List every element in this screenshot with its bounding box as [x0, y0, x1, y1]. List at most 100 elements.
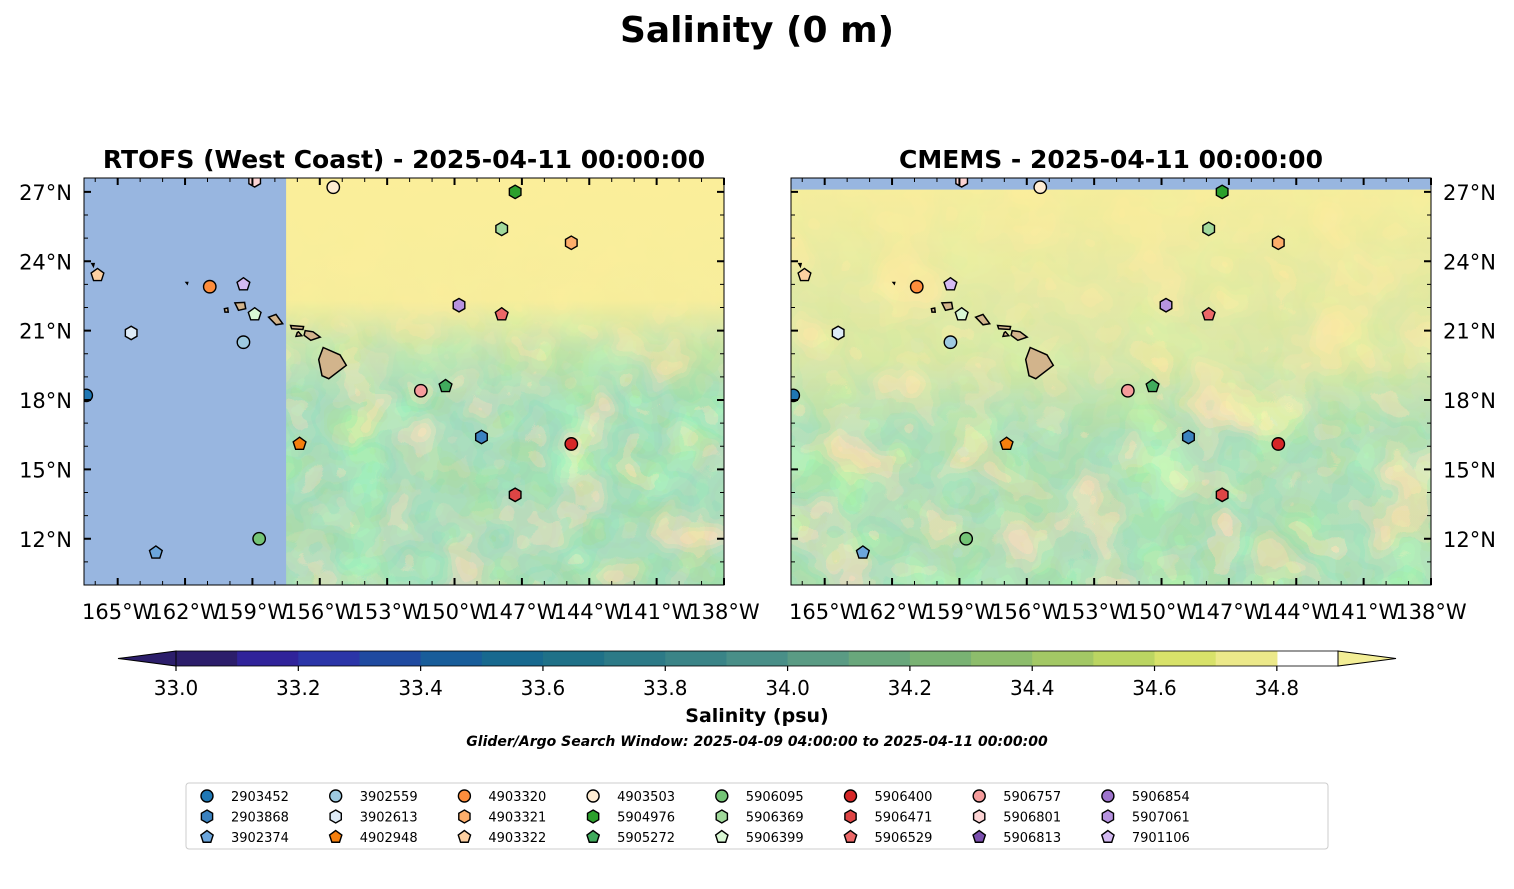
float-marker-5906471: [1215, 487, 1229, 503]
legend-marker-2903868: [200, 809, 214, 824]
colorbar-bin: [237, 651, 299, 666]
float-marker-5906400: [564, 437, 579, 451]
y-tick-label: 21°N: [19, 320, 72, 344]
float-marker-4902948: [292, 436, 307, 451]
cmems-float-markers: [791, 178, 1286, 559]
x-tick-label: 156°W: [284, 600, 356, 624]
colorbar-bin: [1215, 651, 1278, 666]
float-marker-5905272: [1145, 378, 1160, 393]
island-outline: [797, 262, 803, 269]
island-outline: [1010, 329, 1029, 342]
colorbar-bin: [971, 651, 1033, 666]
island-outline: [233, 301, 247, 312]
float-marker-3902374: [148, 545, 164, 559]
y-tick-label: 18°N: [1443, 389, 1496, 413]
float-marker-5906801: [955, 178, 969, 188]
colorbar-bin: [787, 651, 850, 666]
colorbar-bin: [726, 651, 789, 666]
float-marker-2903452: [84, 388, 94, 403]
x-tick-label: 156°W: [991, 600, 1063, 624]
float-marker-5906369: [495, 221, 509, 237]
float-marker-4903321: [564, 235, 578, 251]
x-tick-label: 141°W: [1328, 600, 1400, 624]
x-tick-label: 150°W: [1126, 600, 1198, 624]
island-outline: [294, 330, 304, 338]
float-marker-3902559: [236, 335, 251, 350]
legend-marker-5906757: [972, 789, 986, 803]
colorbar-tick-label: 33.8: [643, 676, 688, 700]
float-marker-5907061: [1159, 297, 1173, 313]
legend-marker-3902559: [329, 789, 343, 803]
rtofs-float-markers: [84, 178, 579, 559]
float-marker-5906529: [1201, 306, 1216, 321]
island-outline: [1024, 346, 1055, 380]
colorbar-bin: [420, 651, 483, 666]
legend-marker-4903321: [458, 809, 471, 824]
float-marker-2903868: [474, 429, 488, 445]
y-tick-label: 27°N: [1443, 181, 1496, 205]
x-tick-label: 165°W: [82, 600, 154, 624]
colorbar-tick-label: 34.6: [1132, 676, 1177, 700]
float-marker-5906399: [247, 306, 262, 321]
legend-label: 5906095: [746, 790, 804, 805]
legend-label: 5906369: [746, 811, 804, 826]
x-tick-label: 165°W: [789, 600, 861, 624]
cmems-map-frame: [790, 177, 1432, 586]
colorbar-tick-label: 33.6: [521, 676, 566, 700]
colorbar-tick-label: 34.4: [1010, 676, 1055, 700]
island-outline: [303, 329, 322, 342]
legend-label: 7901106: [1132, 831, 1190, 846]
x-tick-label: 162°W: [149, 600, 221, 624]
colorbar-bin: [1093, 651, 1156, 666]
x-tick-label: 147°W: [486, 600, 558, 624]
colorbar-bin: [359, 651, 422, 666]
x-tick-label: 138°W: [1395, 600, 1467, 624]
legend-label: 5906471: [875, 811, 933, 826]
y-tick-label: 15°N: [1443, 458, 1496, 482]
legend-label: 5905272: [617, 831, 675, 846]
x-tick-label: 162°W: [856, 600, 928, 624]
float-marker-2903452: [791, 388, 801, 403]
colorbar-tick-label: 34.8: [1255, 676, 1300, 700]
salinity-colorbar: 33.0 33.2 33.4 33.6 33.8 34.0 34.2 34.4 34.6 34.8: [117, 650, 1397, 700]
float-marker-5905272: [438, 378, 453, 393]
island-outline: [90, 262, 96, 269]
float-marker-5906529: [494, 306, 509, 321]
float-marker-4903321: [1271, 235, 1285, 251]
legend-marker-5906400: [843, 789, 858, 803]
colorbar-tick-label: 33.0: [154, 676, 199, 700]
float-marker-5907061: [452, 297, 466, 313]
y-tick-label: 15°N: [19, 458, 72, 482]
legend-marker-5906529: [843, 829, 858, 843]
x-tick-label: 144°W: [1261, 600, 1333, 624]
float-marker-4903503: [326, 180, 341, 195]
legend-label: 2903452: [231, 790, 289, 805]
float-marker-4903322: [90, 267, 105, 282]
float-marker-5906400: [1271, 437, 1286, 451]
colorbar-tick-label: 34.0: [765, 676, 810, 700]
legend-marker-5906095: [715, 789, 729, 803]
colorbar-bin: [481, 651, 544, 666]
colorbar-bin: [298, 651, 361, 666]
legend-marker-2903452: [200, 789, 214, 803]
cmems-panel-title: CMEMS - 2025-04-11 00:00:00: [899, 145, 1323, 174]
rtofs-map-frame: [83, 177, 725, 586]
colorbar-tick-label: 33.4: [398, 676, 443, 700]
float-marker-3902613: [124, 325, 138, 341]
rtofs-map-panel: RTOFS (West Coast) - 2025-04-11 00:00:00…: [19, 145, 760, 624]
rtofs-y-axis: 12°N 15°N 18°N 21°N 24°N 27°N: [19, 181, 724, 586]
legend-marker-5906813: [972, 829, 987, 843]
island-outline: [267, 313, 285, 326]
float-marker-4903320: [202, 279, 217, 294]
legend-label: 5906529: [875, 831, 933, 846]
x-tick-label: 153°W: [351, 600, 423, 624]
float-marker-3902374: [855, 545, 871, 559]
float-marker-4903322: [797, 267, 812, 282]
legend-marker-5905272: [586, 829, 601, 843]
island-outline: [223, 307, 230, 313]
colorbar-frame: [175, 650, 1339, 667]
float-marker-5906801: [248, 178, 262, 188]
float-marker-5906095: [959, 531, 974, 546]
